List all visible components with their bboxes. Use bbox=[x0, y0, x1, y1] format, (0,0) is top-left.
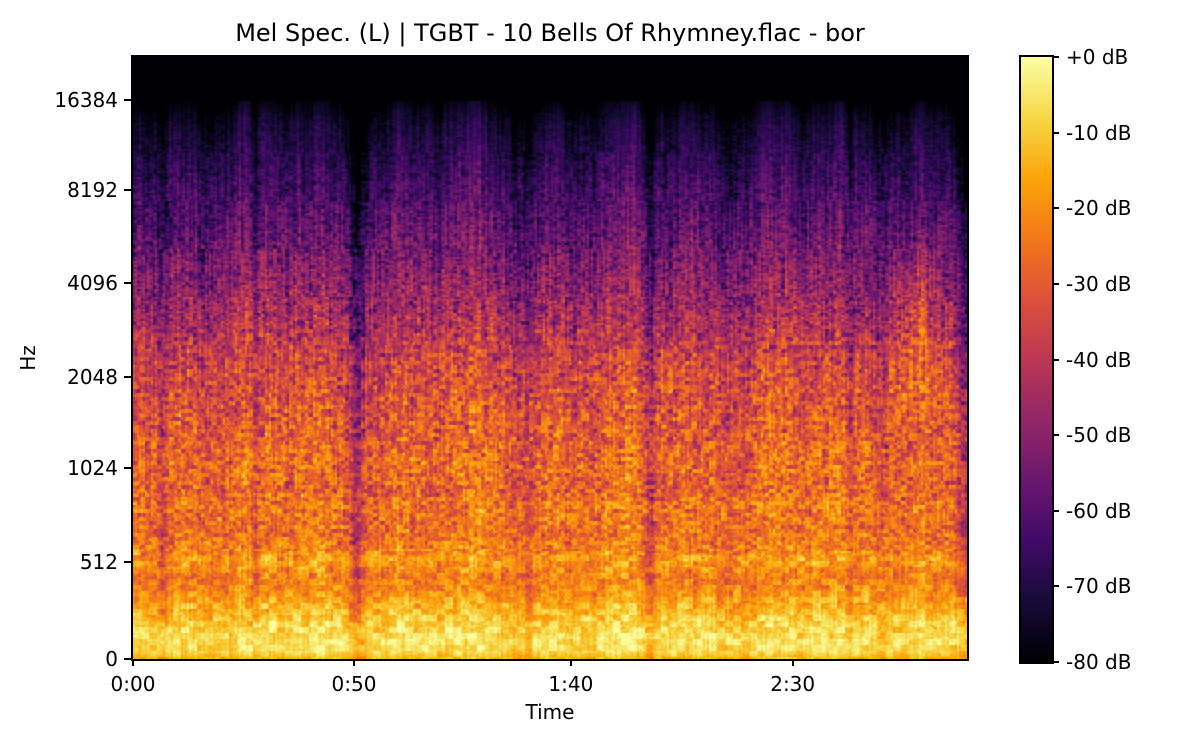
colorbar-gradient bbox=[1021, 57, 1052, 662]
colorbar-tick bbox=[1052, 282, 1059, 285]
x-tick-label: 2:30 bbox=[770, 672, 816, 696]
y-tick bbox=[124, 281, 131, 284]
y-tick-label: 8192 bbox=[67, 177, 118, 202]
x-axis-label: Time bbox=[525, 700, 575, 724]
y-tick-label: 2048 bbox=[67, 365, 118, 390]
colorbar-tick bbox=[1052, 585, 1059, 588]
y-tick bbox=[124, 376, 131, 379]
y-tick-label: 1024 bbox=[67, 455, 118, 480]
plot-title: Mel Spec. (L) | TGBT - 10 Bells Of Rhymn… bbox=[235, 19, 865, 47]
y-tick bbox=[124, 188, 131, 191]
colorbar-tick-label: -20 dB bbox=[1066, 196, 1132, 221]
colorbar-tick bbox=[1052, 131, 1059, 134]
spectrogram-heatmap bbox=[133, 57, 967, 659]
colorbar-tick-label: -10 dB bbox=[1066, 120, 1132, 145]
colorbar-tick-label: -40 dB bbox=[1066, 347, 1132, 372]
colorbar-tick-label: -50 dB bbox=[1066, 423, 1132, 448]
y-tick-label: 16384 bbox=[54, 88, 118, 113]
colorbar-tick bbox=[1052, 509, 1059, 512]
y-tick-label: 512 bbox=[79, 550, 118, 575]
x-tick bbox=[132, 659, 134, 666]
y-tick bbox=[124, 466, 131, 469]
colorbar-tick-label: -30 dB bbox=[1066, 271, 1132, 296]
colorbar-tick bbox=[1052, 358, 1059, 361]
colorbar-tick bbox=[1052, 661, 1059, 663]
colorbar-tick bbox=[1052, 434, 1059, 437]
colorbar-tick-label: -70 dB bbox=[1066, 574, 1132, 599]
y-tick-label: 0 bbox=[105, 647, 118, 671]
x-tick-label: 0:00 bbox=[110, 672, 156, 696]
colorbar-tick-label: +0 dB bbox=[1066, 45, 1129, 69]
x-tick-label: 0:50 bbox=[331, 672, 377, 696]
x-tick-label: 1:40 bbox=[548, 672, 594, 696]
y-tick bbox=[124, 99, 131, 102]
colorbar-tick bbox=[1052, 56, 1059, 58]
y-tick bbox=[124, 658, 131, 660]
x-tick bbox=[791, 659, 794, 666]
x-tick bbox=[569, 659, 572, 666]
colorbar-tick-label: -60 dB bbox=[1066, 498, 1132, 523]
colorbar-tick bbox=[1052, 207, 1059, 210]
x-tick bbox=[353, 659, 355, 666]
y-tick bbox=[124, 561, 131, 564]
y-tick-label: 4096 bbox=[67, 270, 118, 295]
colorbar-tick-label: -80 dB bbox=[1066, 650, 1132, 674]
